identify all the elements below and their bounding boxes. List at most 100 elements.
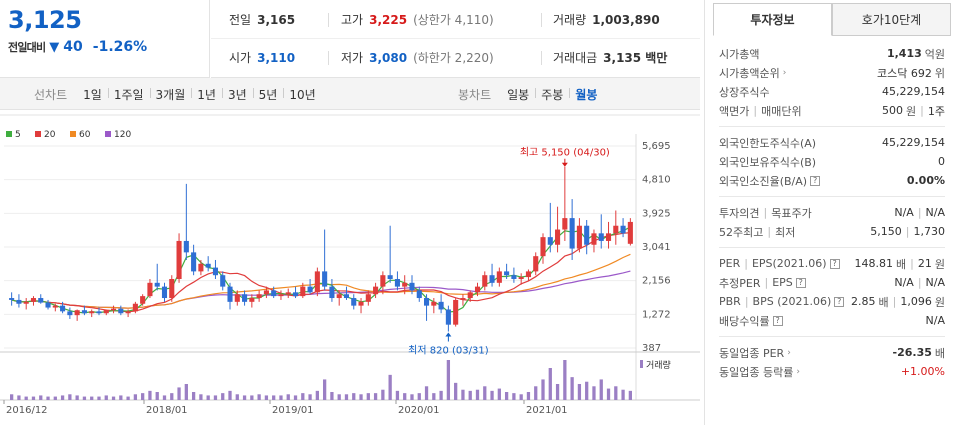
info-key-label: 상장주식수 — [719, 85, 770, 99]
candle-body — [394, 279, 400, 287]
help-icon[interactable]: ? — [834, 296, 845, 307]
volume-bar — [31, 396, 36, 400]
period-5y-button[interactable]: 5년 — [252, 86, 284, 103]
line-chart-periods: 선차트 1일 1주일 3개월 1년 3년 5년 10년 — [34, 78, 322, 110]
legend-swatch-5 — [6, 131, 12, 137]
change-value: 40 — [63, 39, 83, 55]
info-key-label: EPS — [772, 276, 793, 289]
volume-bar — [534, 386, 538, 400]
period-3m-button[interactable]: 3개월 — [149, 86, 192, 103]
volume-bar — [191, 392, 196, 400]
volume-bar — [570, 377, 574, 400]
low-arrowhead-icon — [445, 332, 452, 337]
info-row: 동일업종 PER › -26.35 배 — [719, 343, 945, 362]
info-value-text: N/A — [925, 314, 945, 327]
info-group: PER | EPS(2021.06)? 148.81 배 | 21 원 추정PER | EPS? N/… — [719, 254, 945, 337]
volume-bar — [111, 396, 116, 400]
help-icon[interactable]: ? — [810, 175, 821, 186]
info-row: PBR | BPS (2021.06)? 2.85 배 | 1,096 원 — [719, 292, 945, 311]
volume-bar — [24, 396, 28, 400]
candle-body — [489, 275, 495, 283]
volume-bar — [228, 390, 232, 400]
info-key-label: 52주최고 — [719, 225, 764, 239]
x-tick-label: 2016/12 — [6, 405, 48, 416]
volume-bar — [104, 395, 108, 400]
period-3y-button[interactable]: 3년 — [221, 86, 253, 103]
candle-body — [358, 301, 364, 306]
high-arrowhead-icon — [561, 162, 568, 167]
volume-bar — [417, 393, 421, 400]
info-value: 0 — [938, 155, 945, 168]
chevron-right-icon[interactable]: › — [787, 347, 791, 358]
candle-body — [605, 233, 612, 241]
candle-body — [460, 298, 466, 300]
divider: | — [917, 206, 922, 219]
info-value-text: 코스닥 692 — [877, 66, 932, 80]
info-value-text: N/A — [925, 276, 945, 289]
info-unit: 억원 — [924, 47, 945, 61]
candle-daily-button[interactable]: 일봉 — [507, 87, 530, 102]
chevron-right-icon[interactable]: › — [796, 366, 800, 377]
candle-body — [445, 309, 451, 325]
volume-bar — [126, 396, 130, 400]
legend-label-5: 5 — [15, 130, 21, 140]
volume-bar — [439, 390, 443, 400]
tab-investment-info[interactable]: 투자정보 — [713, 3, 832, 36]
candle-body — [227, 286, 233, 302]
info-key: 배당수익률? — [719, 313, 783, 329]
candle-body — [555, 229, 561, 245]
volume-bar — [162, 395, 167, 400]
candle-body — [242, 294, 248, 302]
info-row: 배당수익률? N/A — [719, 311, 945, 330]
period-1w-button[interactable]: 1주일 — [107, 86, 150, 103]
info-row: 투자의견 | 목표주가 N/A | N/A — [719, 203, 945, 222]
info-key-label: 동일업종 PER — [719, 346, 785, 360]
tab-order-book[interactable]: 호가10단계 — [832, 3, 951, 36]
chart-legend: 5 20 60 120 — [6, 130, 131, 140]
candle-body — [263, 290, 269, 295]
help-icon[interactable]: ? — [772, 315, 783, 326]
period-1d-button[interactable]: 1일 — [83, 87, 102, 102]
y-tick-label: 2,156 — [642, 276, 671, 287]
candle-body — [147, 282, 153, 297]
help-icon[interactable]: ? — [829, 258, 840, 269]
candle-body — [205, 263, 211, 268]
info-key: 추정PER | EPS? — [719, 275, 806, 291]
candle-body — [154, 282, 160, 287]
period-10y-button[interactable]: 10년 — [283, 86, 321, 103]
divider: | — [763, 206, 768, 219]
candle-body — [540, 237, 546, 257]
volume-bar — [308, 394, 312, 400]
y-tick-label: 1,272 — [642, 309, 671, 320]
volume-bar — [264, 395, 269, 400]
quote-open: 시가 3,110 — [229, 51, 296, 65]
info-key: 52주최고 | 최저 — [719, 224, 795, 240]
legend-label-20: 20 — [44, 130, 56, 140]
info-key-label: BPS (2021.06) — [752, 295, 832, 308]
volume-bar — [497, 388, 501, 400]
help-icon[interactable]: ? — [795, 277, 806, 288]
chevron-right-icon[interactable]: › — [782, 67, 787, 78]
info-value: 500 원 | 1주 — [882, 103, 945, 119]
volume-bar — [39, 395, 43, 400]
candle-body — [74, 310, 80, 316]
info-value: 2.85 배 | 1,096 원 — [851, 294, 945, 310]
candle-body — [496, 271, 502, 283]
volume-bar — [592, 386, 596, 400]
candle-body — [96, 311, 102, 314]
candle-monthly-button[interactable]: 월봉 — [569, 86, 603, 103]
quote-row-2: 시가 3,110 저가 3,080 (하한가 2,220) 거래대금 3,135… — [211, 39, 700, 78]
candle-body — [584, 225, 590, 245]
change-label: 전일대비 — [8, 41, 46, 54]
volume-bar — [337, 394, 341, 400]
period-1y-button[interactable]: 1년 — [191, 86, 222, 103]
volume-bar — [221, 393, 225, 400]
candle-weekly-button[interactable]: 주봉 — [535, 86, 569, 103]
chart-grid — [0, 114, 700, 401]
candle-body — [234, 294, 240, 302]
volume-bar — [293, 395, 298, 400]
volume-bar — [60, 395, 65, 400]
y-tick-label: 4,810 — [642, 175, 671, 186]
info-row: 상장주식수 45,229,154 — [719, 82, 945, 101]
volume-bar — [395, 390, 400, 400]
